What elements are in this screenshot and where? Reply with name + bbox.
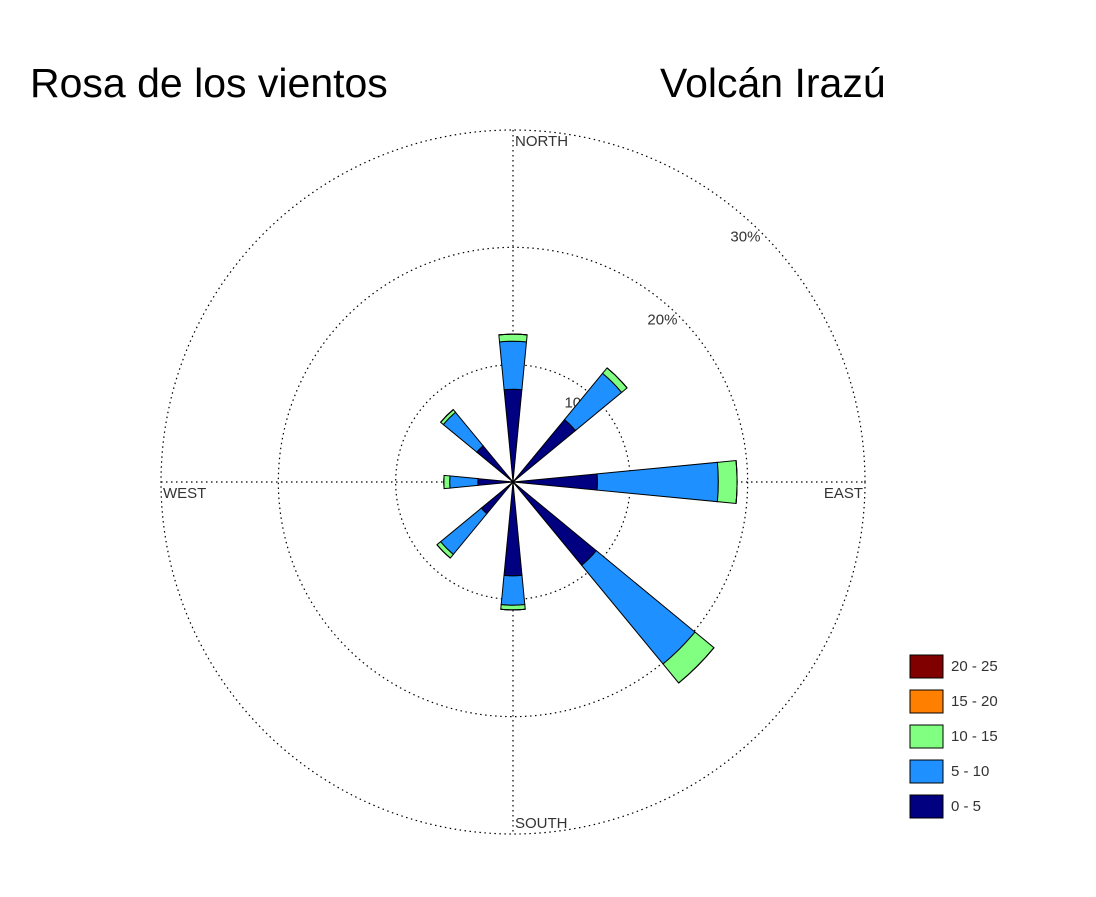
- compass-label: SOUTH: [515, 815, 568, 832]
- legend-label: 0 - 5: [951, 798, 981, 815]
- petal-segment: [500, 604, 526, 611]
- legend-swatch: [909, 689, 944, 714]
- chart-title: Rosa de los vientos: [30, 60, 388, 106]
- petal-segment: [498, 333, 528, 343]
- legend-label: 20 - 25: [951, 658, 998, 675]
- petal-segment: [678, 647, 715, 684]
- legend-swatch: [909, 654, 944, 679]
- petal-segment: [498, 340, 528, 391]
- petal-segment: [500, 574, 526, 606]
- ring-label: 20%: [647, 312, 677, 329]
- compass-label: WEST: [163, 485, 206, 502]
- legend-swatch: [909, 794, 944, 819]
- legend-swatch: [909, 724, 944, 749]
- compass-label: NORTH: [515, 133, 568, 150]
- petal-segment: [443, 474, 451, 490]
- petal-segment: [449, 475, 479, 489]
- petal-segment: [439, 507, 488, 556]
- petal-segment: [480, 481, 514, 515]
- ring-label: 30%: [730, 229, 760, 246]
- legend-label: 10 - 15: [951, 728, 998, 745]
- petal-segment: [500, 608, 526, 611]
- legend-label: 5 - 10: [951, 763, 989, 780]
- grid-ring: [277, 246, 749, 718]
- petal-segment: [512, 418, 577, 483]
- chart-subtitle: Volcán Irazú: [660, 60, 886, 106]
- petal-segment: [596, 461, 719, 503]
- petal-segment: [503, 388, 523, 483]
- petal-segment: [716, 459, 738, 505]
- petal-segment: [503, 481, 523, 577]
- petal-segment: [580, 549, 696, 665]
- petal-segment: [512, 481, 597, 566]
- legend-label: 15 - 20: [951, 693, 998, 710]
- petal-segment: [440, 409, 454, 423]
- petal-segment: [606, 367, 628, 389]
- petal-segment: [476, 445, 514, 483]
- petal-segment: [512, 473, 598, 491]
- compass-label: EAST: [824, 485, 863, 502]
- legend-swatch: [909, 759, 944, 784]
- petal-segment: [436, 544, 451, 559]
- petal-segment: [477, 478, 514, 486]
